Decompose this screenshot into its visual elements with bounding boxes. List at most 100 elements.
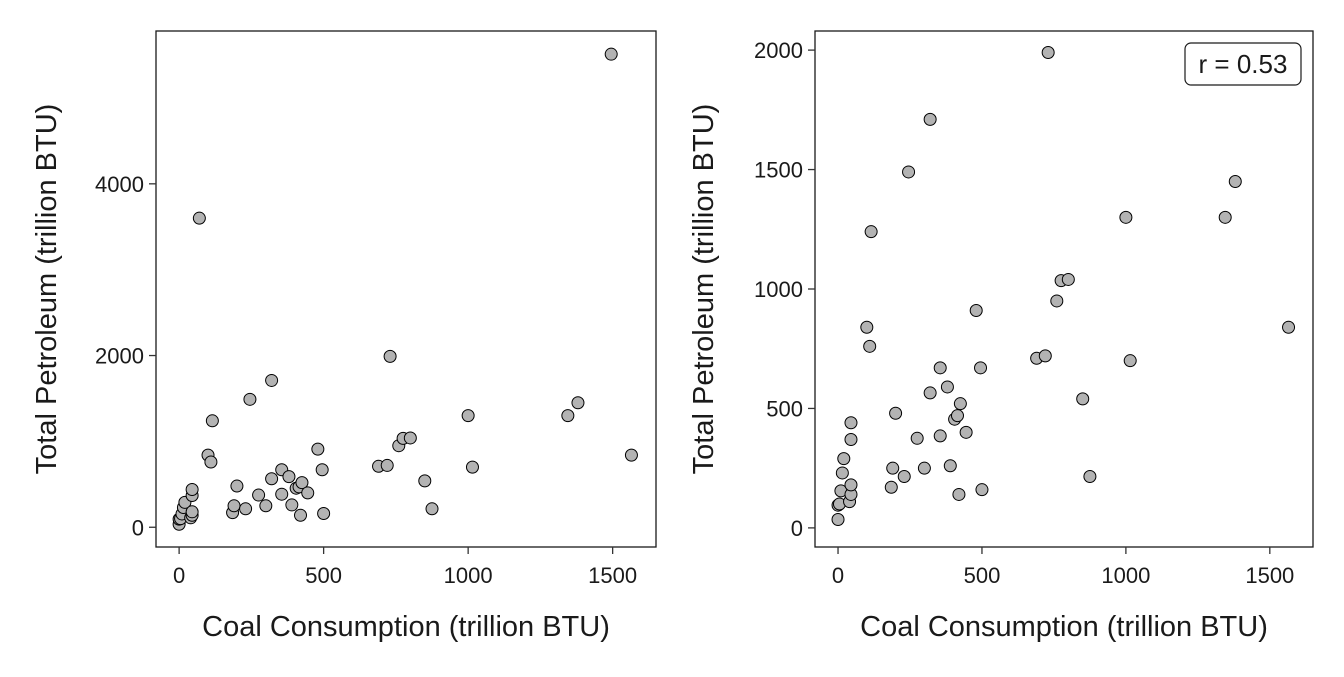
data-point xyxy=(917,461,931,475)
data-point xyxy=(844,416,858,430)
x-tick-label: 1500 xyxy=(588,563,637,588)
data-point xyxy=(1038,349,1052,363)
data-point xyxy=(933,361,947,375)
data-point xyxy=(243,392,257,406)
data-point xyxy=(831,513,845,527)
data-point xyxy=(974,361,988,375)
data-point xyxy=(604,47,618,61)
data-point xyxy=(910,431,924,445)
x-tick-label: 500 xyxy=(305,563,342,588)
data-point xyxy=(294,508,308,522)
data-point xyxy=(185,482,199,496)
data-point xyxy=(884,480,898,494)
data-point xyxy=(1083,470,1097,484)
data-point xyxy=(315,463,329,477)
x-tick-label: 1500 xyxy=(1245,563,1294,588)
point-series xyxy=(172,47,638,531)
data-point xyxy=(943,459,957,473)
data-point xyxy=(425,502,439,516)
data-point xyxy=(889,406,903,420)
data-point xyxy=(561,409,575,423)
data-point xyxy=(952,487,966,501)
data-point xyxy=(940,380,954,394)
data-point xyxy=(863,339,877,353)
data-point xyxy=(317,507,331,521)
data-point xyxy=(403,431,417,445)
data-point xyxy=(265,373,279,387)
data-point xyxy=(282,470,296,484)
data-point xyxy=(864,225,878,239)
data-point xyxy=(252,488,266,502)
y-tick-label: 0 xyxy=(132,515,144,540)
data-point xyxy=(835,466,849,480)
y-axis-title: Total Petroleum (trillion BTU) xyxy=(688,104,720,475)
data-point xyxy=(953,397,967,411)
correlation-annotation: r = 0.53 xyxy=(1184,42,1302,86)
data-point xyxy=(285,498,299,512)
data-point xyxy=(380,458,394,472)
data-point xyxy=(1050,294,1064,308)
data-point xyxy=(227,499,241,513)
data-point xyxy=(1119,210,1133,224)
data-point xyxy=(933,429,947,443)
data-point xyxy=(204,455,218,469)
panel-left-scatter: 0 500 1000 1500 0 2000 4000 Coal Consumption (t… xyxy=(31,30,657,643)
data-point xyxy=(844,433,858,446)
data-point xyxy=(1228,175,1242,188)
data-point xyxy=(969,304,983,317)
annotation-label: r = 0.53 xyxy=(1199,49,1288,79)
x-tick-label: 500 xyxy=(964,563,1001,588)
x-tick-label: 0 xyxy=(173,563,185,588)
annotation-box xyxy=(1184,42,1302,86)
data-point xyxy=(383,349,397,363)
y-tick-label: 4000 xyxy=(95,172,144,197)
data-point xyxy=(837,452,851,466)
data-point xyxy=(239,502,253,516)
data-point xyxy=(461,409,475,423)
data-point xyxy=(844,478,858,492)
data-point xyxy=(860,320,874,334)
y-tick-label: 1000 xyxy=(754,277,803,302)
plot-frame xyxy=(814,30,1314,548)
data-point xyxy=(275,487,289,501)
data-point xyxy=(571,396,585,410)
data-point xyxy=(897,470,911,484)
data-point xyxy=(1061,272,1075,286)
y-axis-title: Total Petroleum (trillion BTU) xyxy=(31,104,63,475)
x-tick-label: 1000 xyxy=(444,563,493,588)
data-point xyxy=(886,461,900,475)
data-point xyxy=(975,483,989,497)
x-tick-label: 1000 xyxy=(1101,563,1150,588)
x-axis-title: Coal Consumption (trillion BTU) xyxy=(202,611,610,643)
data-point xyxy=(301,486,315,500)
plot-frame xyxy=(155,30,657,548)
data-point xyxy=(418,474,432,488)
data-point xyxy=(624,448,638,462)
data-point xyxy=(959,425,973,439)
data-point xyxy=(1123,354,1137,368)
point-series xyxy=(831,46,1296,527)
y-tick-label: 500 xyxy=(766,396,803,421)
data-point xyxy=(265,472,279,486)
data-point xyxy=(185,505,199,519)
y-tick-label: 2000 xyxy=(95,344,144,369)
data-point xyxy=(902,165,916,179)
data-point xyxy=(230,479,244,493)
y-tick-label: 0 xyxy=(791,516,803,541)
data-point xyxy=(192,211,206,225)
data-point xyxy=(1218,210,1232,224)
x-axis-title: Coal Consumption (trillion BTU) xyxy=(860,611,1268,643)
data-point xyxy=(1076,392,1090,406)
data-point xyxy=(311,442,325,456)
panel-right-scatter: 0 500 1000 1500 0 500 1000 1500 2000 Coal Consump… xyxy=(688,30,1314,643)
data-point xyxy=(465,460,479,474)
data-point xyxy=(295,476,309,490)
data-point xyxy=(1282,320,1296,334)
y-tick-label: 1500 xyxy=(754,158,803,183)
x-tick-label: 0 xyxy=(832,563,844,588)
data-point xyxy=(950,409,964,423)
data-point xyxy=(1041,46,1055,59)
y-tick-label: 2000 xyxy=(754,38,803,63)
